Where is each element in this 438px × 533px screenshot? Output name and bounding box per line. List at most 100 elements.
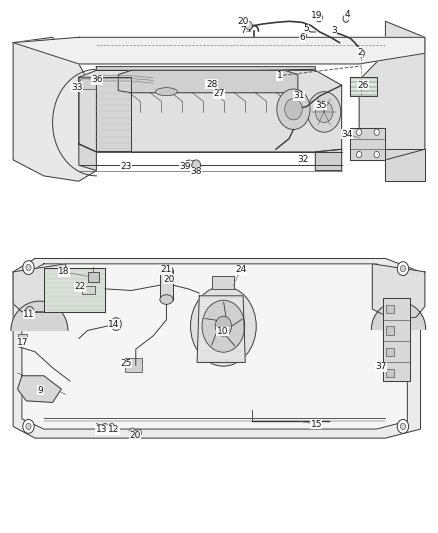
Text: 20: 20 xyxy=(237,17,248,26)
Text: 38: 38 xyxy=(190,167,201,176)
Circle shape xyxy=(400,423,406,430)
Bar xyxy=(9,5,429,192)
Text: 35: 35 xyxy=(315,101,326,110)
Text: 23: 23 xyxy=(120,162,132,171)
Bar xyxy=(386,305,394,313)
Text: 26: 26 xyxy=(357,81,368,90)
Text: 18: 18 xyxy=(58,268,70,276)
Text: 19: 19 xyxy=(311,12,322,20)
Text: 1: 1 xyxy=(276,71,283,80)
Text: 11: 11 xyxy=(23,310,35,319)
Polygon shape xyxy=(197,296,245,362)
Circle shape xyxy=(191,286,256,366)
Circle shape xyxy=(202,300,245,352)
Circle shape xyxy=(397,262,409,276)
Text: 31: 31 xyxy=(293,92,304,100)
Text: 32: 32 xyxy=(297,156,309,164)
Circle shape xyxy=(400,265,406,272)
Polygon shape xyxy=(18,376,61,402)
Circle shape xyxy=(374,151,379,158)
Circle shape xyxy=(135,429,141,437)
Bar xyxy=(82,286,95,294)
Text: 5: 5 xyxy=(303,25,309,33)
Text: 20: 20 xyxy=(129,432,141,440)
Text: 37: 37 xyxy=(375,362,387,371)
Polygon shape xyxy=(371,302,426,329)
Circle shape xyxy=(192,160,201,171)
Circle shape xyxy=(357,151,362,158)
Polygon shape xyxy=(372,264,425,320)
FancyArrow shape xyxy=(79,79,96,90)
Circle shape xyxy=(215,316,232,336)
Text: 39: 39 xyxy=(179,162,191,171)
Text: 14: 14 xyxy=(108,320,120,328)
Polygon shape xyxy=(350,128,385,160)
Text: 21: 21 xyxy=(160,265,171,274)
Polygon shape xyxy=(96,77,131,151)
Polygon shape xyxy=(13,259,420,438)
Text: 36: 36 xyxy=(92,76,103,84)
Text: 20: 20 xyxy=(163,275,175,284)
Ellipse shape xyxy=(160,295,173,304)
Bar xyxy=(386,369,394,377)
Circle shape xyxy=(357,129,362,135)
Polygon shape xyxy=(13,264,66,312)
Text: 34: 34 xyxy=(341,130,353,139)
Circle shape xyxy=(374,129,379,135)
Circle shape xyxy=(343,15,349,22)
Text: 15: 15 xyxy=(311,420,322,429)
Circle shape xyxy=(26,264,31,271)
Polygon shape xyxy=(359,21,425,160)
Circle shape xyxy=(111,318,121,330)
Text: 24: 24 xyxy=(235,265,247,274)
Text: 25: 25 xyxy=(120,359,132,368)
Bar xyxy=(18,334,27,344)
Circle shape xyxy=(184,160,191,168)
Text: 12: 12 xyxy=(108,425,120,434)
Ellipse shape xyxy=(160,265,173,275)
Text: 22: 22 xyxy=(74,282,86,291)
Text: 3: 3 xyxy=(331,27,337,35)
Circle shape xyxy=(25,306,34,317)
Bar xyxy=(212,276,234,289)
Circle shape xyxy=(102,423,108,430)
Polygon shape xyxy=(350,77,377,96)
Text: 13: 13 xyxy=(96,425,107,434)
Polygon shape xyxy=(11,301,68,330)
Circle shape xyxy=(307,92,341,132)
Circle shape xyxy=(315,13,322,22)
Bar xyxy=(88,272,99,282)
Circle shape xyxy=(23,261,34,274)
Circle shape xyxy=(315,101,333,123)
Polygon shape xyxy=(385,149,425,181)
Ellipse shape xyxy=(155,88,177,96)
Polygon shape xyxy=(44,268,105,312)
Circle shape xyxy=(109,423,114,430)
Circle shape xyxy=(26,423,31,430)
Circle shape xyxy=(397,419,409,433)
Polygon shape xyxy=(22,264,407,429)
Circle shape xyxy=(358,50,364,57)
Text: 17: 17 xyxy=(17,338,28,346)
Bar xyxy=(386,326,394,335)
Polygon shape xyxy=(383,298,410,381)
Circle shape xyxy=(245,21,252,30)
Bar xyxy=(9,251,429,442)
Polygon shape xyxy=(13,37,425,64)
Text: 27: 27 xyxy=(213,90,225,98)
Text: 9: 9 xyxy=(37,386,43,394)
Circle shape xyxy=(129,428,135,435)
Polygon shape xyxy=(315,149,342,171)
Polygon shape xyxy=(96,67,315,70)
Polygon shape xyxy=(118,70,298,93)
Polygon shape xyxy=(79,70,342,152)
Polygon shape xyxy=(79,144,96,171)
Bar xyxy=(125,358,142,372)
Circle shape xyxy=(285,99,302,120)
Polygon shape xyxy=(79,77,96,152)
Circle shape xyxy=(23,419,34,433)
Bar xyxy=(160,270,173,300)
Polygon shape xyxy=(13,37,96,181)
Bar xyxy=(386,348,394,356)
Circle shape xyxy=(277,89,310,130)
